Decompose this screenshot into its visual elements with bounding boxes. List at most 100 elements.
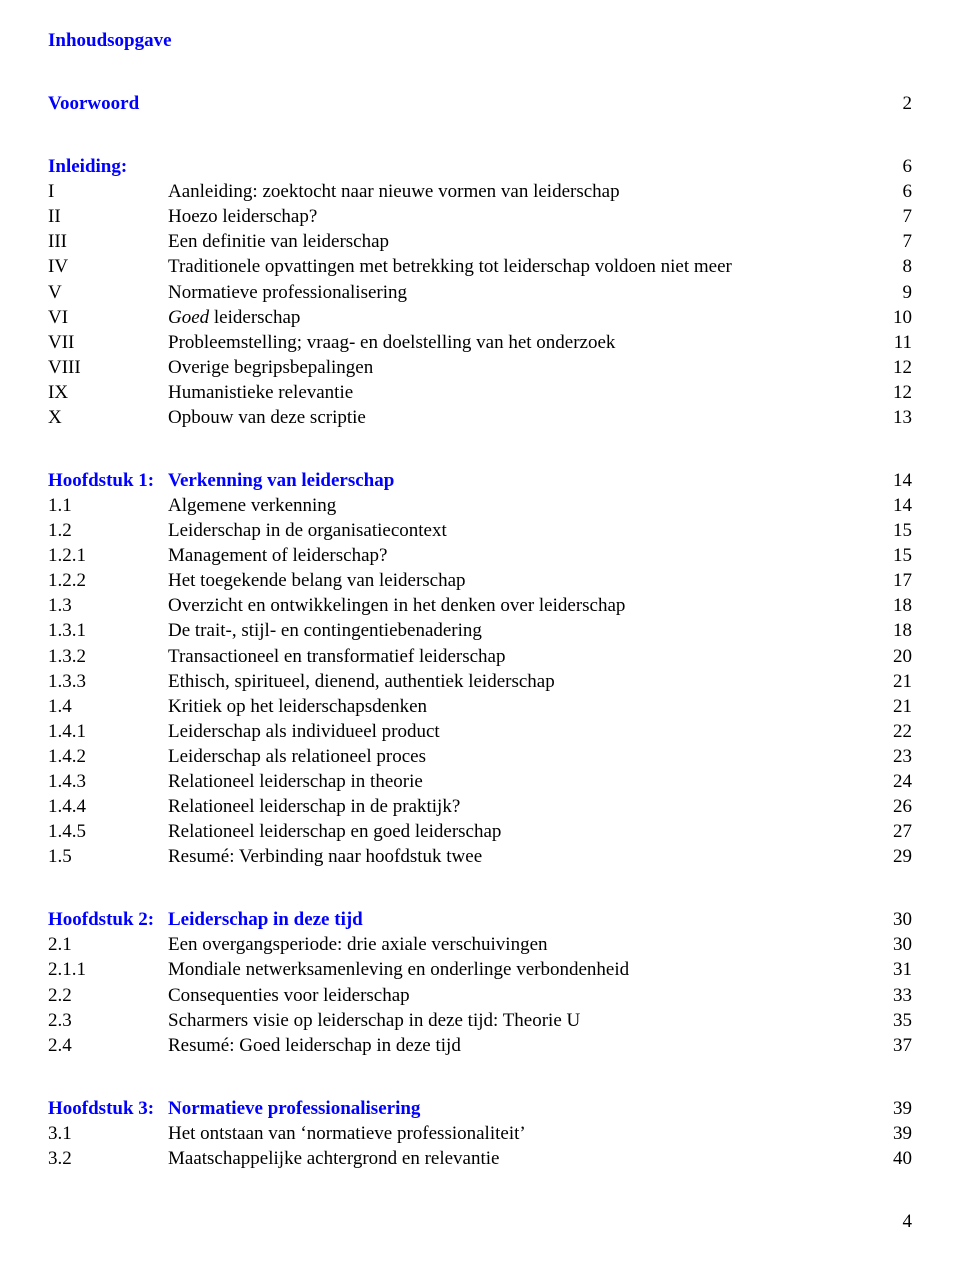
toc-row-page: 39 xyxy=(876,1121,912,1146)
toc-row-page: 13 xyxy=(876,405,912,430)
toc-row-num: VI xyxy=(48,305,168,330)
toc-row-page: 7 xyxy=(876,204,912,229)
toc-row-num: 2.2 xyxy=(48,983,168,1008)
toc-row-page: 6 xyxy=(876,179,912,204)
toc-row-num: VIII xyxy=(48,355,168,380)
toc-row-page: 23 xyxy=(876,744,912,769)
toc-row-label: Resumé: Goed leiderschap in deze tijd xyxy=(168,1033,876,1058)
toc-row-label: Humanistieke relevantie xyxy=(168,380,876,405)
h3-heading-num: Hoofdstuk 3: xyxy=(48,1096,168,1121)
toc-row-label: Een definitie van leiderschap xyxy=(168,229,876,254)
toc-row-label: Resumé: Verbinding naar hoofdstuk twee xyxy=(168,844,876,869)
doc-title: Inhoudsopgave xyxy=(48,28,912,53)
toc-row-label: Transactioneel en transformatief leiders… xyxy=(168,644,876,669)
toc-row-num: 1.3.3 xyxy=(48,669,168,694)
section-h2: Hoofdstuk 2: Leiderschap in deze tijd 30… xyxy=(48,907,912,1057)
toc-row-label: Relationeel leiderschap in de praktijk? xyxy=(168,794,876,819)
toc-row-page: 11 xyxy=(876,330,912,355)
toc-row-label: Maatschappelijke achtergrond en relevant… xyxy=(168,1146,876,1171)
toc-row-num: 3.2 xyxy=(48,1146,168,1171)
toc-row-label: Management of leiderschap? xyxy=(168,543,876,568)
toc-row-num: 1.2.1 xyxy=(48,543,168,568)
toc-row-page: 15 xyxy=(876,543,912,568)
toc-row: 3.2Maatschappelijke achtergrond en relev… xyxy=(48,1146,912,1171)
toc-row-label: Hoezo leiderschap? xyxy=(168,204,876,229)
h2-heading-label: Leiderschap in deze tijd xyxy=(168,907,876,932)
toc-row-num: 1.2.2 xyxy=(48,568,168,593)
voorwoord-label: Voorwoord xyxy=(48,91,876,116)
toc-row-num: IV xyxy=(48,254,168,279)
toc-row-page: 29 xyxy=(876,844,912,869)
toc-row: 1.4Kritiek op het leiderschapsdenken21 xyxy=(48,694,912,719)
toc-row-page: 21 xyxy=(876,694,912,719)
toc-row-num: 1.3 xyxy=(48,593,168,618)
toc-row: 1.4.3Relationeel leiderschap in theorie2… xyxy=(48,769,912,794)
toc-row: 1.1Algemene verkenning14 xyxy=(48,493,912,518)
toc-row-num: IX xyxy=(48,380,168,405)
toc-row: VNormatieve professionalisering9 xyxy=(48,280,912,305)
toc-row-label: Leiderschap als individueel product xyxy=(168,719,876,744)
toc-row-label: Kritiek op het leiderschapsdenken xyxy=(168,694,876,719)
toc-row-label: Normatieve professionalisering xyxy=(168,280,876,305)
toc-row-num: 1.4 xyxy=(48,694,168,719)
toc-row-num: 1.1 xyxy=(48,493,168,518)
toc-row-page: 15 xyxy=(876,518,912,543)
toc-row: 1.2Leiderschap in de organisatiecontext1… xyxy=(48,518,912,543)
toc-row-label: Opbouw van deze scriptie xyxy=(168,405,876,430)
inleiding-items: IAanleiding: zoektocht naar nieuwe vorme… xyxy=(48,179,912,430)
toc-row-page: 7 xyxy=(876,229,912,254)
h2-heading-page: 30 xyxy=(876,907,912,932)
toc-row-page: 8 xyxy=(876,254,912,279)
toc-row-num: 2.1 xyxy=(48,932,168,957)
toc-row: 1.3.3Ethisch, spiritueel, dienend, authe… xyxy=(48,669,912,694)
toc-row-page: 24 xyxy=(876,769,912,794)
toc-row-num: II xyxy=(48,204,168,229)
toc-row-page: 37 xyxy=(876,1033,912,1058)
toc-row: 2.1Een overgangsperiode: drie axiale ver… xyxy=(48,932,912,957)
toc-row-label: Ethisch, spiritueel, dienend, authentiek… xyxy=(168,669,876,694)
inleiding-heading-label: Inleiding: xyxy=(48,154,876,179)
toc-row: VIIProbleemstelling; vraag- en doelstell… xyxy=(48,330,912,355)
toc-row-num: 3.1 xyxy=(48,1121,168,1146)
toc-row-page: 10 xyxy=(876,305,912,330)
toc-row: IIHoezo leiderschap?7 xyxy=(48,204,912,229)
toc-row: 2.2Consequenties voor leiderschap33 xyxy=(48,983,912,1008)
toc-row-page: 22 xyxy=(876,719,912,744)
toc-row: 2.4Resumé: Goed leiderschap in deze tijd… xyxy=(48,1033,912,1058)
toc-row-page: 30 xyxy=(876,932,912,957)
toc-row: IVTraditionele opvattingen met betrekkin… xyxy=(48,254,912,279)
toc-row-page: 18 xyxy=(876,593,912,618)
h3-heading-label: Normatieve professionalisering xyxy=(168,1096,876,1121)
toc-row: 2.1.1Mondiale netwerksamenleving en onde… xyxy=(48,957,912,982)
h2-items: 2.1Een overgangsperiode: drie axiale ver… xyxy=(48,932,912,1057)
toc-row-num: X xyxy=(48,405,168,430)
h1-heading-num: Hoofdstuk 1: xyxy=(48,468,168,493)
toc-row-num: 1.4.1 xyxy=(48,719,168,744)
toc-row-label: Het ontstaan van ‘normatieve professiona… xyxy=(168,1121,876,1146)
toc-row-label: Het toegekende belang van leiderschap xyxy=(168,568,876,593)
toc-row-page: 18 xyxy=(876,618,912,643)
toc-row-label: Probleemstelling; vraag- en doelstelling… xyxy=(168,330,876,355)
toc-row-num: 1.5 xyxy=(48,844,168,869)
toc-row: 1.3.2Transactioneel en transformatief le… xyxy=(48,644,912,669)
toc-row-page: 20 xyxy=(876,644,912,669)
inleiding-heading-page: 6 xyxy=(876,154,912,179)
toc-row-page: 31 xyxy=(876,957,912,982)
toc-row: VIGoed leiderschap10 xyxy=(48,305,912,330)
toc-row: 1.4.4Relationeel leiderschap in de prakt… xyxy=(48,794,912,819)
toc-row-num: V xyxy=(48,280,168,305)
voorwoord-page: 2 xyxy=(876,91,912,116)
toc-row: IXHumanistieke relevantie12 xyxy=(48,380,912,405)
toc-row: 1.4.1Leiderschap als individueel product… xyxy=(48,719,912,744)
h1-heading-page: 14 xyxy=(876,468,912,493)
toc-row-page: 14 xyxy=(876,493,912,518)
section-voorwoord: Voorwoord 2 xyxy=(48,91,912,116)
toc-row-num: I xyxy=(48,179,168,204)
toc-row-label: Aanleiding: zoektocht naar nieuwe vormen… xyxy=(168,179,876,204)
toc-row: 1.2.2Het toegekende belang van leidersch… xyxy=(48,568,912,593)
toc-row-num: 1.4.5 xyxy=(48,819,168,844)
toc-row-label: Algemene verkenning xyxy=(168,493,876,518)
toc-row-label: Consequenties voor leiderschap xyxy=(168,983,876,1008)
toc-row-label: Goed leiderschap xyxy=(168,305,876,330)
toc-row-page: 26 xyxy=(876,794,912,819)
